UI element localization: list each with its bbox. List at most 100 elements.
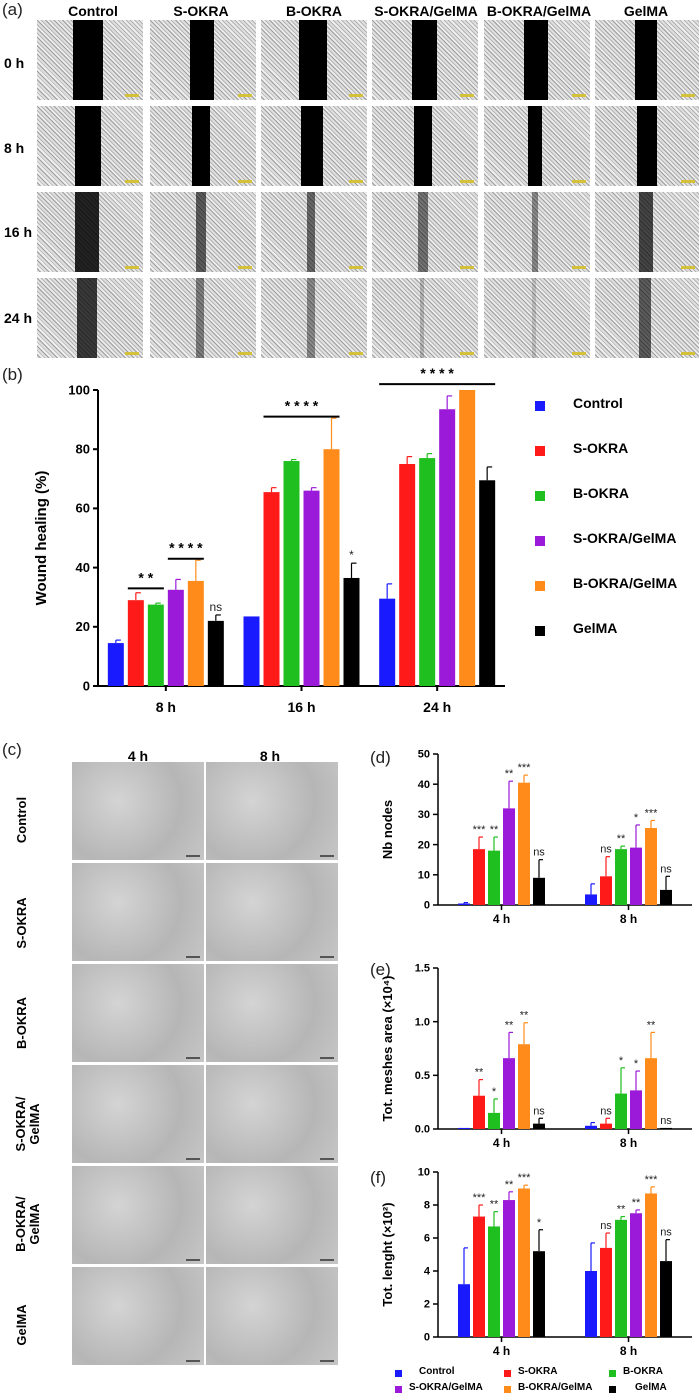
y-tick-label: 6 bbox=[424, 1233, 430, 1245]
tube-image bbox=[206, 762, 338, 860]
row-label: B-OKRA bbox=[14, 997, 29, 1049]
significance-label: *** bbox=[645, 1174, 659, 1186]
bar bbox=[615, 1219, 627, 1337]
y-tick-label: 0 bbox=[424, 900, 430, 912]
row-label: S-OKRA bbox=[14, 897, 29, 949]
bar bbox=[600, 1123, 612, 1129]
bar bbox=[439, 409, 456, 686]
row-label: Control bbox=[14, 796, 29, 844]
y-tick-label: 100 bbox=[68, 382, 90, 397]
significance-label: ** bbox=[505, 768, 514, 780]
panel-b-label: (b) bbox=[2, 365, 23, 384]
y-tick-label: 8 bbox=[424, 1200, 430, 1212]
bar bbox=[630, 1090, 642, 1129]
bar bbox=[615, 1093, 627, 1129]
tube-image bbox=[72, 1065, 204, 1163]
wound-image bbox=[37, 20, 143, 100]
significance-label: ** bbox=[520, 1010, 529, 1022]
significance-label: ns bbox=[600, 844, 612, 856]
row-label: 0 h bbox=[4, 55, 25, 71]
y-tick-label: 50 bbox=[418, 749, 430, 761]
bar bbox=[533, 1123, 545, 1129]
bar bbox=[660, 1127, 672, 1129]
row-label: 16 h bbox=[4, 224, 33, 240]
x-category-label: 16 h bbox=[287, 699, 315, 715]
significance-label: ns bbox=[533, 847, 545, 859]
y-tick-label: 0.5 bbox=[415, 1070, 430, 1082]
legend-swatch bbox=[395, 1370, 402, 1377]
tube-image bbox=[206, 863, 338, 961]
tube-image bbox=[72, 1267, 204, 1365]
x-category-label: 8 h bbox=[156, 699, 176, 715]
legend-label: GelMA bbox=[635, 1382, 667, 1393]
tube-image bbox=[72, 762, 204, 860]
bar bbox=[488, 1226, 500, 1337]
bar bbox=[645, 1193, 657, 1337]
tube-image bbox=[72, 1166, 204, 1264]
wound-healing-legend: Control S-OKRA B-OKRA S-OKRA/GelMA B-OKR… bbox=[535, 395, 695, 665]
wound-image bbox=[150, 192, 256, 272]
bar bbox=[585, 1271, 597, 1337]
legend-label: GelMA bbox=[573, 620, 618, 636]
y-tick-label: 10 bbox=[418, 1167, 430, 1179]
wound-image bbox=[595, 192, 699, 272]
bar bbox=[473, 1095, 485, 1129]
wound-healing-chart: 0 20 40 60 80 100 Wound healing (%) 8 h ns * * * *… bbox=[33, 365, 505, 715]
wound-image bbox=[261, 278, 367, 358]
bar bbox=[458, 1127, 470, 1129]
panel-f-label: (f) bbox=[370, 1168, 387, 1187]
bar bbox=[473, 1216, 485, 1337]
y-tick-label: 10 bbox=[418, 869, 430, 881]
significance-label: ns bbox=[600, 1105, 612, 1117]
significance-label: ** bbox=[490, 1199, 499, 1211]
y-tick-label: 2 bbox=[424, 1299, 430, 1311]
column-header: Control bbox=[68, 3, 118, 19]
wound-image bbox=[595, 278, 699, 358]
bar bbox=[107, 643, 124, 686]
bar bbox=[323, 449, 340, 686]
bar bbox=[600, 876, 612, 905]
legend-label: B-OKRA bbox=[573, 485, 629, 501]
y-tick-label: 0.0 bbox=[415, 1124, 430, 1136]
wound-image bbox=[37, 278, 143, 358]
wound-image bbox=[37, 106, 143, 186]
wound-image bbox=[372, 106, 478, 186]
panel-a-label: (a) bbox=[2, 0, 23, 19]
bar bbox=[147, 604, 164, 686]
significance-label: ** bbox=[490, 824, 499, 836]
panel-d-label: (d) bbox=[370, 748, 391, 767]
column-header: GelMA bbox=[623, 3, 669, 19]
y-tick-label: 80 bbox=[76, 442, 90, 457]
significance-label: * bbox=[619, 1055, 624, 1067]
wound-image bbox=[484, 278, 590, 358]
bar bbox=[533, 877, 545, 905]
legend-swatch bbox=[535, 626, 545, 636]
y-tick-label: 4 bbox=[424, 1266, 431, 1278]
tube-image bbox=[72, 863, 204, 961]
legend-swatch bbox=[535, 446, 545, 456]
wound-image bbox=[150, 20, 256, 100]
x-category-label: 8 h bbox=[620, 1344, 637, 1358]
row-label: B-OKRA/ GelMA bbox=[13, 1196, 42, 1252]
significance-label: * bbox=[492, 1086, 497, 1098]
bar bbox=[207, 620, 224, 686]
x-category-label: 4 h bbox=[493, 1344, 510, 1358]
tube-image bbox=[206, 964, 338, 1062]
y-tick-label: 40 bbox=[76, 560, 90, 575]
bar bbox=[600, 1247, 612, 1337]
x-category-label: 24 h bbox=[423, 699, 451, 715]
bar bbox=[379, 598, 396, 686]
bar bbox=[263, 492, 280, 686]
significance-label: *** bbox=[518, 762, 532, 774]
significance-label: ns bbox=[533, 1105, 545, 1117]
bar bbox=[488, 1112, 500, 1129]
bar bbox=[615, 849, 627, 905]
panel-e-label: (e) bbox=[370, 960, 391, 979]
bar bbox=[303, 490, 320, 686]
bar bbox=[458, 1284, 470, 1337]
legend-swatch bbox=[609, 1370, 616, 1377]
wound-image-grid: Control S-OKRA B-OKRA S-OKRA/GelMA B-OKR… bbox=[0, 0, 700, 365]
